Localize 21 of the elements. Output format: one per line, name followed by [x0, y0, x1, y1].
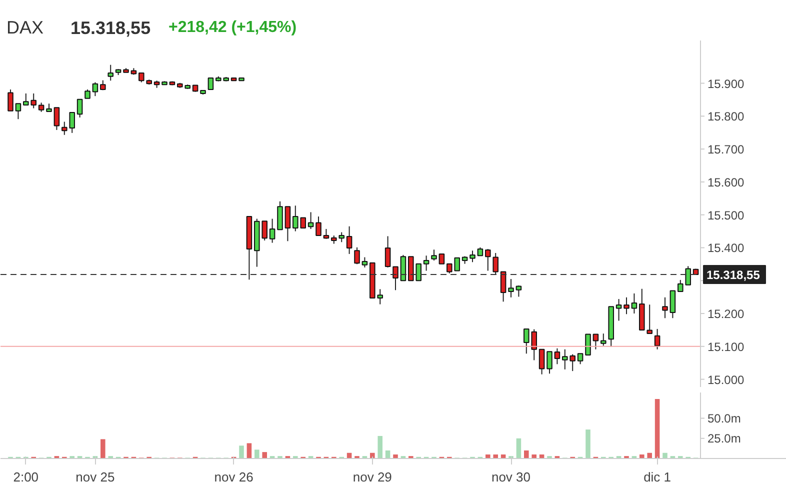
x-tick-label: nov 26: [214, 470, 254, 484]
y-tick-label: 15.900: [708, 76, 745, 91]
y-tick-label: 50.0m: [708, 411, 741, 426]
y-tick-label: 15.600: [708, 175, 745, 190]
y-tick-label: 15.500: [708, 208, 745, 222]
text: 15.318,55: [70, 18, 151, 38]
y-tick-label: 15.400: [708, 241, 745, 256]
chart-title: DAX: [6, 18, 44, 38]
y-tick-label: 25.0m: [708, 431, 741, 446]
x-tick-label: nov 29: [352, 470, 392, 484]
x-tick-label: nov 30: [491, 470, 531, 484]
y-tick-label: 15.800: [708, 110, 745, 124]
x-tick-label: dic 1: [644, 470, 672, 484]
x-tick-label: nov 25: [76, 470, 115, 484]
y-tick-label: 15.000: [708, 372, 745, 387]
y-tick-label: 15.100: [708, 340, 745, 354]
text: +218,42 (+1,45%): [168, 19, 297, 36]
y-tick-label: 15.200: [708, 306, 745, 321]
y-tick-label: 15.700: [708, 142, 745, 157]
ref-line-label: 15.318,55: [706, 268, 760, 282]
x-tick-label: 2:00: [13, 470, 39, 484]
